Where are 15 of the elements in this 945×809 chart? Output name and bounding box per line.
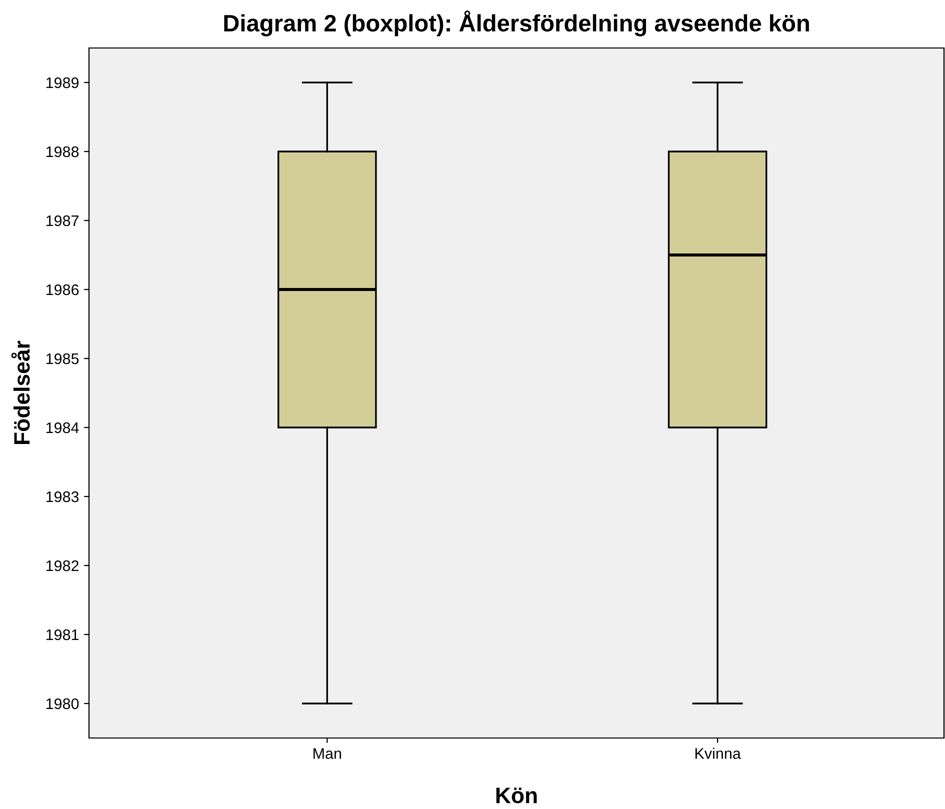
y-tick-label: 1983: [46, 491, 79, 502]
y-tick-label: 1984: [46, 422, 79, 434]
y-tick-label: 1986: [46, 284, 79, 296]
y-tick-label: 1980: [46, 698, 79, 710]
y-tick-label: 1981: [46, 629, 79, 640]
y-tick-label: 1982: [46, 560, 79, 572]
x-axis-title: Kön: [496, 788, 537, 804]
x-tick-label: Kvinna: [695, 748, 741, 759]
y-tick-label: 1988: [46, 146, 79, 158]
chart-title: Diagram 2 (boxplot): Åldersfördelning avseende kön: [224, 10, 809, 36]
y-tick-label: 1989: [46, 77, 79, 88]
y-tick-label: 1985: [46, 353, 79, 364]
y-axis-title: Födelseår: [11, 340, 30, 444]
x-tick-label: Man: [314, 748, 342, 759]
y-tick-label: 1987: [46, 215, 79, 226]
